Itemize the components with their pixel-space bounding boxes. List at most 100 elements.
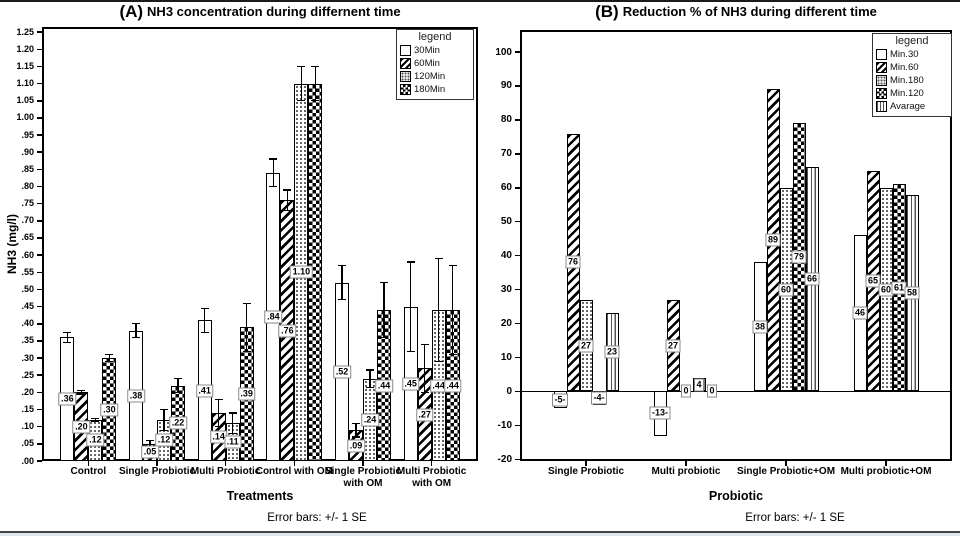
x-axis-tick [585, 461, 587, 466]
error-bar-cap-bottom [420, 391, 429, 393]
error-bar-cap-top [283, 189, 292, 191]
y-axis-tick [37, 374, 42, 376]
panel-a-title: (A) NH3 concentration during differnent t… [42, 2, 478, 22]
panel-a-title-prefix: (A) [119, 2, 144, 21]
y-axis-tick [37, 134, 42, 136]
y-axis-tick [515, 254, 520, 257]
y-axis-tick [515, 390, 520, 393]
value-label: .09 [347, 439, 365, 453]
y-axis-tick [37, 168, 42, 171]
y-axis-tick-label: 60 [500, 182, 512, 194]
error-bar-line [410, 262, 412, 352]
y-axis-tick [37, 185, 42, 188]
top-border-line [0, 0, 960, 2]
panel-b-title-text: Reduction % of NH3 during different time [622, 4, 877, 19]
value-label: .39 [237, 387, 256, 401]
category-label: Single Probiotic [547, 466, 625, 477]
error-bar-line [341, 265, 343, 300]
category-label: Multi Probiotic [190, 466, 261, 477]
category-label: Control with OM [255, 466, 333, 477]
y-axis-tick [37, 254, 42, 256]
panel-b-legend-title: legend [895, 35, 929, 47]
category-label: Multi Probiotic with OM [396, 466, 467, 489]
error-bar-cap-bottom [242, 350, 251, 352]
bottom-edge-strip [0, 533, 960, 536]
y-axis-tick-label: .55 [21, 266, 34, 277]
y-axis-tick [37, 82, 42, 85]
legend-entry-label: 30Min [414, 45, 440, 56]
value-label: 65 [865, 274, 881, 288]
value-label: 66 [804, 272, 820, 286]
error-bar-cap-bottom [311, 100, 320, 102]
value-label: .36 [58, 392, 77, 406]
value-label: .44 [443, 379, 462, 393]
error-bar-cap-bottom [228, 432, 237, 435]
value-label: .45 [401, 377, 420, 391]
error-bar-cap-top [420, 343, 429, 345]
y-axis-tick-label: 100 [495, 46, 512, 58]
error-bar-cap-top [214, 398, 223, 400]
panel-a-x-axis-title: Treatments [226, 489, 294, 503]
panel-a-error-bars-note: Error bars: +/- 1 SE [267, 512, 367, 524]
value-label: .44 [375, 379, 393, 393]
y-axis-tick [37, 48, 42, 51]
legend-swatch-diag-icon [400, 58, 411, 69]
bottom-border-line [0, 531, 960, 533]
error-bar-cap-top [311, 65, 320, 68]
error-bar-cap-top [434, 257, 443, 260]
error-bar-line [80, 390, 82, 395]
legend-entry: Avarage [876, 100, 948, 113]
x-axis-tick [293, 461, 296, 466]
error-bar-cap-bottom [132, 336, 140, 339]
error-bar-cap-bottom [283, 209, 292, 212]
y-axis-tick [37, 408, 42, 411]
value-label: 61 [891, 281, 907, 295]
value-label: .41 [195, 384, 214, 398]
x-axis-tick [430, 461, 433, 466]
x-axis-tick [362, 461, 364, 466]
error-bar-cap-top [77, 390, 86, 392]
y-axis-tick-label: 70 [500, 148, 512, 160]
legend-entry: Min.60 [876, 61, 948, 74]
y-axis-tick-label: 90 [500, 80, 512, 92]
panel-b-title: (B) Reduction % of NH3 during different t… [520, 2, 952, 22]
error-bar-cap-top [366, 369, 374, 371]
y-axis-tick [37, 391, 42, 394]
value-label: .27 [415, 408, 434, 422]
y-axis-tick [515, 458, 520, 461]
value-label: 60 [778, 283, 794, 297]
y-axis-tick-label: .35 [21, 335, 34, 346]
y-axis-tick-label: 1.10 [16, 78, 34, 89]
y-axis-tick-label: .30 [21, 352, 34, 363]
legend-entry: 30Min [400, 44, 470, 57]
category-label: Single Probiotic with OM [324, 466, 402, 489]
value-label: .22 [169, 416, 187, 430]
error-bar-line [369, 370, 371, 388]
y-axis-tick-label: 1.15 [16, 60, 34, 71]
error-bar-cap-top [146, 439, 154, 441]
legend-entry-label: 180Min [414, 84, 446, 95]
y-axis-tick-label: 30 [500, 284, 512, 296]
y-axis-tick-label: 20 [500, 318, 512, 330]
value-label: 27 [578, 339, 594, 353]
error-bar-line [218, 399, 220, 427]
error-bar-cap-top [352, 422, 360, 424]
y-axis-tick-label: .95 [21, 129, 34, 140]
value-label: .05 [141, 445, 159, 459]
error-bar-line [94, 418, 96, 422]
error-bar-line [383, 282, 385, 338]
legend-entry-label: 60Min [414, 58, 440, 69]
panel-b-legend: legend Min.30 Min.60 Min.180 Min.120 Avarage [872, 33, 952, 117]
error-bar-cap-bottom [160, 429, 168, 431]
legend-entry-label: 120Min [414, 71, 446, 82]
category-label: Single Probiotic [118, 466, 196, 477]
y-axis-tick-label: .10 [21, 421, 34, 432]
legend-swatch-plain-icon [876, 49, 887, 60]
error-bar-cap-bottom [380, 336, 388, 339]
panel-a: (A) NH3 concentration during differnent t… [5, 2, 478, 524]
value-label: .38 [127, 389, 145, 403]
error-bar-cap-bottom [214, 426, 223, 428]
error-bar-cap-top [269, 158, 278, 160]
error-bar-cap-bottom [297, 100, 306, 102]
y-axis-tick-label: .65 [21, 232, 34, 243]
